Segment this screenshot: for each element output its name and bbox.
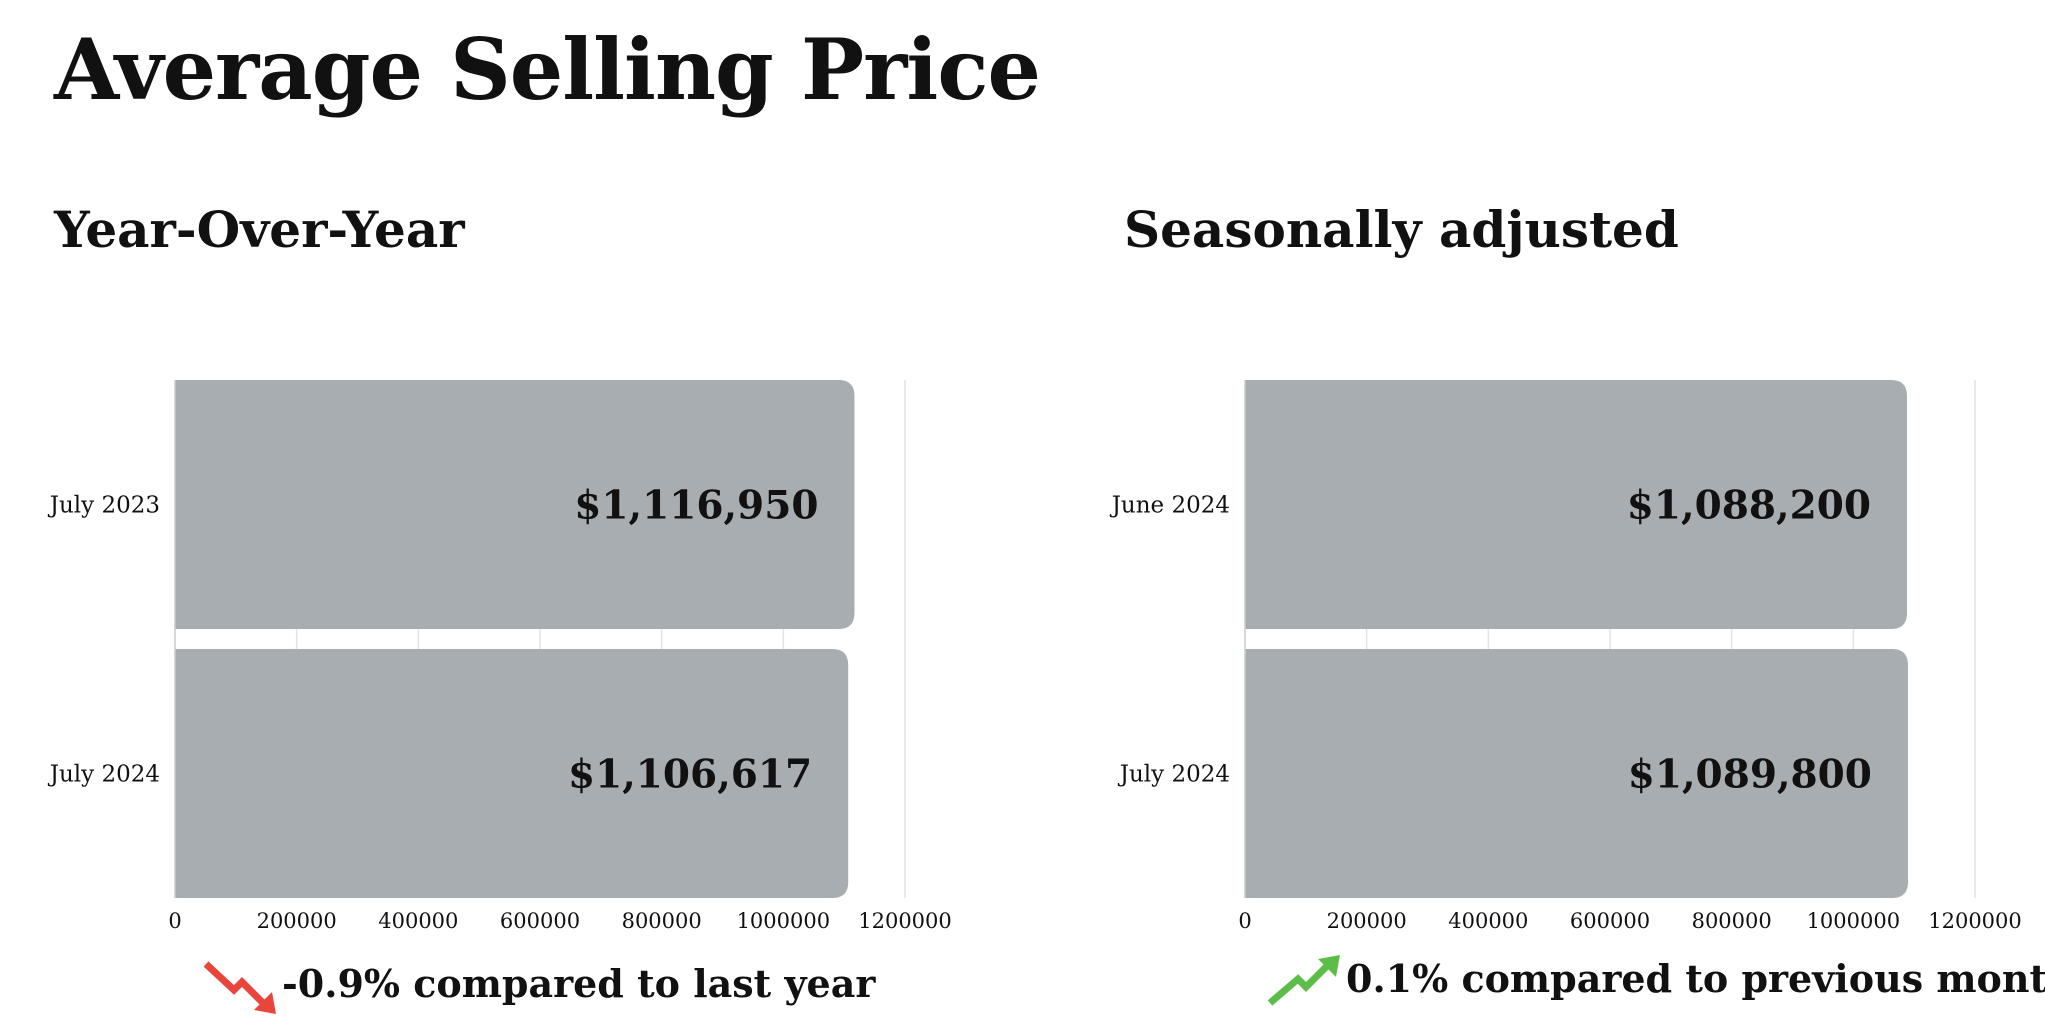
page-title: Average Selling Price (54, 20, 1041, 119)
seasonal-data-label: $1,089,800 (1628, 752, 1872, 798)
yoy-bar-1 (175, 649, 849, 898)
yoy-data-label: $1,106,617 (568, 752, 812, 798)
seasonal-category-label: July 2024 (1118, 762, 1230, 788)
yoy-subtitle: Year-Over-Year (54, 200, 465, 259)
seasonal-subtitle: Seasonally adjusted (1124, 200, 1679, 259)
seasonal-x-tick-label: 200000 (1327, 909, 1407, 933)
yoy-change-text: -0.9% compared to last year (282, 960, 876, 1006)
yoy-x-tick-label: 400000 (378, 909, 458, 933)
yoy-bar-chart: July 2023 $1,116,950 July 2024 $1,106,617 0 2… (48, 380, 952, 933)
seasonal-change-text: 0.1% compared to previous month (1346, 955, 2045, 1001)
yoy-x-tick-label: 600000 (500, 909, 580, 933)
seasonal-change-summary: 0.1% compared to previous month (1262, 947, 2045, 1009)
yoy-change-summary: -0.9% compared to last year (198, 952, 875, 1014)
yoy-x-tick-label: 800000 (622, 909, 702, 933)
seasonal-x-tick-label: 400000 (1448, 909, 1528, 933)
seasonal-data-label: $1,088,200 (1627, 483, 1871, 529)
yoy-x-tick-label: 200000 (257, 909, 337, 933)
seasonal-x-tick-label: 600000 (1570, 909, 1650, 933)
yoy-x-tick-label: 1000000 (737, 909, 831, 933)
seasonal-category-label: June 2024 (1110, 493, 1230, 519)
seasonal-x-tick-label: 800000 (1692, 909, 1772, 933)
yoy-data-label: $1,116,950 (574, 483, 818, 529)
trending-down-icon (203, 961, 276, 1014)
yoy-category-label: July 2024 (48, 762, 160, 788)
seasonal-bar-0 (1245, 380, 1907, 629)
seasonal-x-tick-label: 0 (1238, 909, 1251, 933)
seasonal-bar-1 (1245, 649, 1908, 898)
yoy-x-tick-label: 1200000 (858, 909, 952, 933)
seasonal-x-tick-label: 1000000 (1807, 909, 1901, 933)
yoy-bar-0 (175, 380, 855, 629)
seasonal-bar-chart: June 2024 $1,088,200 July 2024 $1,089,800 0 2… (1110, 380, 2022, 933)
yoy-category-label: July 2023 (48, 493, 160, 519)
yoy-x-tick-label: 0 (168, 909, 181, 933)
seasonal-x-tick-label: 1200000 (1928, 909, 2022, 933)
trending-up-icon (1267, 955, 1340, 1006)
